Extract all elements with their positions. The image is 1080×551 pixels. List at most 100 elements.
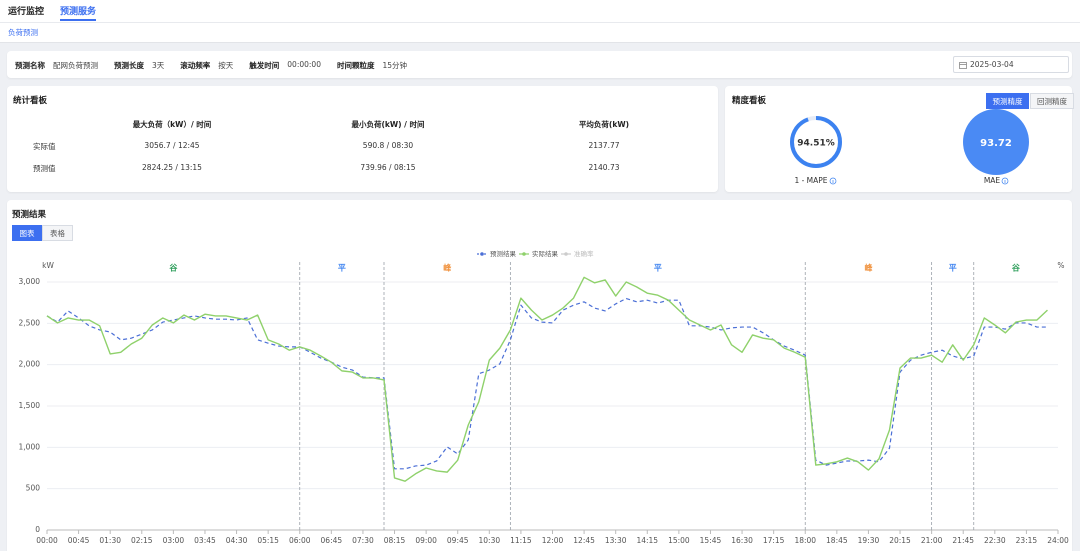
- view-tab[interactable]: 图表: [12, 225, 42, 241]
- info-fields: 预测名称 配网负荷预测 预测长度 3天 滚动频率 按天 触发时间 00:00:00 时间颗粒度 1…: [15, 60, 407, 71]
- x-tick-label: 04:30: [226, 536, 248, 545]
- mape-value: 94.51%: [797, 139, 835, 149]
- precision-tab[interactable]: 回测精度: [1030, 93, 1074, 109]
- x-tick-label: 14:15: [636, 536, 658, 545]
- calendar-icon: [959, 62, 967, 69]
- x-tick-label: 16:30: [731, 536, 753, 545]
- info-value: 00:00:00: [287, 60, 321, 69]
- y-axis-label: kW: [42, 261, 54, 270]
- x-tick-label: 09:00: [415, 536, 437, 545]
- x-tick-label: 21:45: [952, 536, 974, 545]
- x-tick-label: 12:45: [573, 536, 595, 545]
- x-tick-label: 08:15: [384, 536, 406, 545]
- period-label: 平: [338, 264, 346, 273]
- y2-axis-label: %: [1057, 261, 1064, 270]
- mae-circle: [963, 109, 1029, 175]
- date-value: 2025-03-04: [970, 60, 1014, 69]
- mae-value: 93.72: [980, 138, 1012, 149]
- stats-cell: 3056.7 / 12:45: [144, 141, 200, 150]
- x-tick-label: 01:30: [99, 536, 121, 545]
- legend-dot: [480, 252, 484, 256]
- period-label: 平: [949, 264, 957, 273]
- stats-cell: 2140.73: [588, 163, 620, 172]
- card-title: 精度看板: [732, 96, 767, 106]
- card-title: 预测结果: [12, 210, 47, 220]
- info-label: 预测长度: [114, 61, 144, 70]
- period-label: 谷: [168, 263, 178, 273]
- y-tick-label: 1,500: [19, 401, 41, 410]
- x-tick-label: 06:00: [289, 536, 311, 545]
- info-label: 时间颗粒度: [336, 61, 375, 70]
- y-tick-label: 3,000: [19, 277, 41, 286]
- precision-card: 精度看板 预测精度 回测精度 94.51% 1 - MAPE 93.72 MAE: [725, 86, 1074, 192]
- info-bar: 预测名称 配网负荷预测 预测长度 3天 滚动频率 按天 触发时间 00:00:00 时间颗粒度 1…: [7, 51, 1072, 78]
- stats-header: 最大负荷（kW）/ 时间: [132, 120, 212, 129]
- legend-label: 实际结果: [532, 249, 559, 258]
- stats-card: 统计看板 最大负荷（kW）/ 时间 最小负荷(kW) / 时间 平均负荷(kW) 实际…: [7, 86, 718, 192]
- x-tick-label: 00:45: [68, 536, 90, 545]
- x-tick-label: 19:30: [858, 536, 880, 545]
- precision-gauges: 94.51% 1 - MAPE 93.72 MAE: [790, 109, 1029, 185]
- x-tick-label: 18:00: [794, 536, 816, 545]
- stats-cell: 739.96 / 08:15: [360, 163, 416, 172]
- stats-row-label: 实际值: [33, 142, 56, 151]
- x-tick-label: 00:00: [36, 536, 58, 545]
- x-tick-label: 20:15: [889, 536, 911, 545]
- info-field: 滚动频率 按天: [180, 60, 233, 71]
- stats-cell: 2137.77: [588, 141, 620, 150]
- x-tick-label: 07:30: [352, 536, 374, 545]
- legend-dot: [564, 252, 568, 256]
- mae-label: MAE: [984, 176, 1001, 185]
- x-tick-label: 02:15: [131, 536, 153, 545]
- legend-dot: [522, 252, 526, 256]
- x-tick-label: 18:45: [826, 536, 848, 545]
- series-line: [46, 297, 1048, 470]
- x-tick-label: 05:15: [257, 536, 279, 545]
- x-tick-label: 23:15: [1016, 536, 1038, 545]
- info-value: 15分钟: [382, 61, 408, 70]
- tab-underline: [60, 19, 96, 21]
- nav-tab[interactable]: 运行监控: [8, 7, 45, 17]
- x-tick-label: 24:00: [1047, 536, 1069, 545]
- stats-table: 最大负荷（kW）/ 时间 最小负荷(kW) / 时间 平均负荷(kW) 实际值 3056…: [7, 86, 718, 192]
- info-label: 滚动频率: [180, 61, 211, 70]
- breadcrumb[interactable]: 负荷预测: [8, 28, 38, 37]
- stats-row-label: 预测值: [33, 164, 56, 173]
- y-tick-label: 1,000: [19, 442, 41, 451]
- period-label: 峰: [864, 263, 872, 273]
- info-value: 配网负荷预测: [53, 61, 98, 70]
- period-label: 谷: [1011, 263, 1021, 273]
- x-tick-label: 06:45: [321, 536, 343, 545]
- view-tab[interactable]: 表格: [42, 225, 73, 241]
- x-tick-label: 22:30: [984, 536, 1006, 545]
- info-field: 预测长度 3天: [114, 60, 164, 71]
- chart: 0 500 1,000 1,500 2,000 2,500 3,000 00:00 00:45 0…: [19, 249, 1070, 545]
- info-value: 按天: [218, 61, 234, 70]
- precision-tab[interactable]: 预测精度: [986, 93, 1029, 109]
- stats-header: 平均负荷(kW): [578, 120, 630, 129]
- y-tick-label: 500: [26, 484, 41, 493]
- x-tick-label: 17:15: [763, 536, 785, 545]
- info-icon[interactable]: [1001, 177, 1009, 185]
- x-tick-label: 03:45: [194, 536, 216, 545]
- x-tick-label: 12:00: [542, 536, 564, 545]
- period-label: 峰: [443, 263, 451, 273]
- y-tick-label: 0: [35, 525, 40, 534]
- breadcrumb-bar: 负荷预测: [0, 22, 1080, 43]
- x-tick-label: 09:45: [447, 536, 469, 545]
- series-line: [46, 276, 1048, 482]
- gauge-arc: [790, 116, 842, 168]
- stats-cell: 2824.25 / 13:15: [142, 163, 202, 172]
- info-icon[interactable]: [829, 177, 837, 185]
- info-label: 触发时间: [249, 61, 280, 70]
- date-picker[interactable]: 2025-03-04: [953, 56, 1069, 73]
- results-card: 预测结果 图表 表格: [7, 200, 1072, 551]
- legend-label: 预测结果: [490, 249, 517, 258]
- x-tick-label: 11:15: [510, 536, 532, 545]
- nav-tab-active[interactable]: 预测服务: [60, 7, 97, 17]
- y-tick-label: 2,000: [19, 360, 41, 369]
- info-field: 触发时间 00:00:00: [249, 60, 321, 71]
- card-title: 统计看板: [13, 96, 48, 106]
- x-tick-label: 10:30: [479, 536, 501, 545]
